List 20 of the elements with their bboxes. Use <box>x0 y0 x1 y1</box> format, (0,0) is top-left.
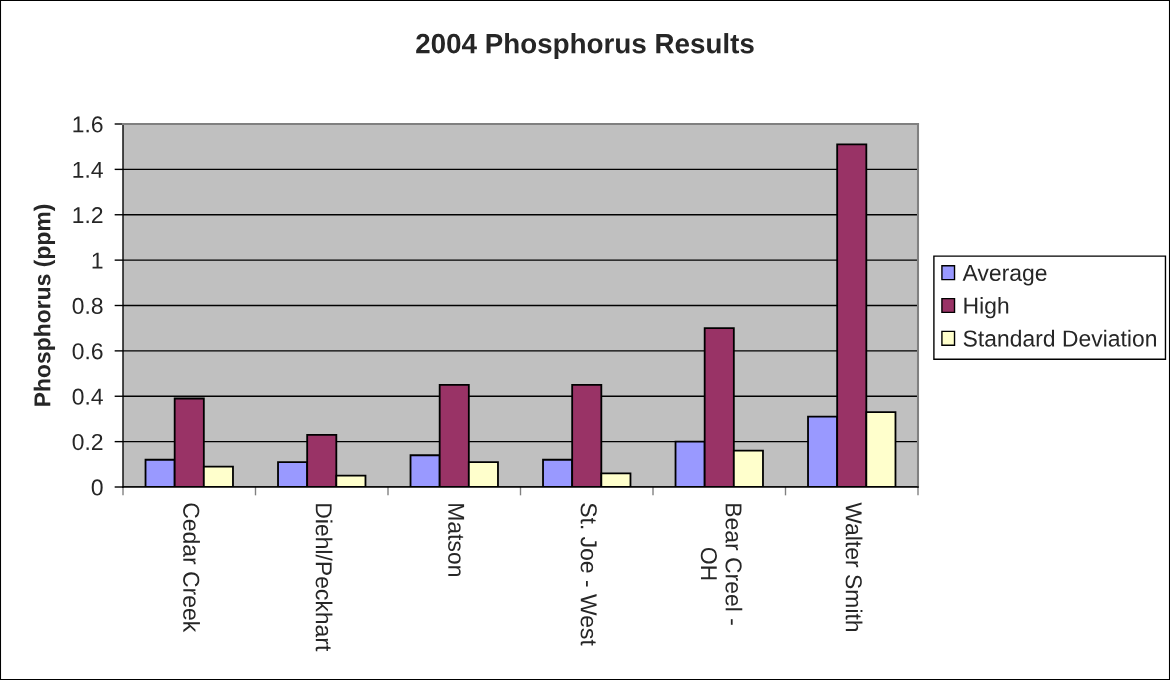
x-tick-label: Walter Smith <box>845 502 863 632</box>
y-tick-label: 1.6 <box>73 116 103 133</box>
x-tick-label: Matson <box>448 504 465 576</box>
y-tick-label: 1.4 <box>73 161 103 178</box>
y-tick-label: 0.2 <box>72 433 103 451</box>
x-tick-label: Cedar Creek <box>183 503 200 633</box>
y-tick-label: 0.8 <box>72 297 103 315</box>
y-tick-label: 0.4 <box>72 388 103 405</box>
chart-title: 2004 Phosphorus Results <box>416 33 754 59</box>
x-tick-label: St. Joe - West <box>580 503 597 646</box>
y-axis-title: Phosphorus (ppm) <box>33 204 56 406</box>
legend-label: Average <box>962 265 1047 286</box>
legend-label: High <box>964 297 1009 319</box>
x-tick-label: Bear Creel - OH <box>700 504 743 625</box>
x-tick-label: Diehl/Peckhart <box>315 504 333 652</box>
legend-label: Standard Deviation <box>963 329 1156 347</box>
y-tick-label: 1 <box>92 252 103 269</box>
y-tick-label: 0 <box>91 479 103 496</box>
y-tick-label: 0.6 <box>72 343 103 360</box>
y-tick-label: 1.2 <box>73 207 103 224</box>
